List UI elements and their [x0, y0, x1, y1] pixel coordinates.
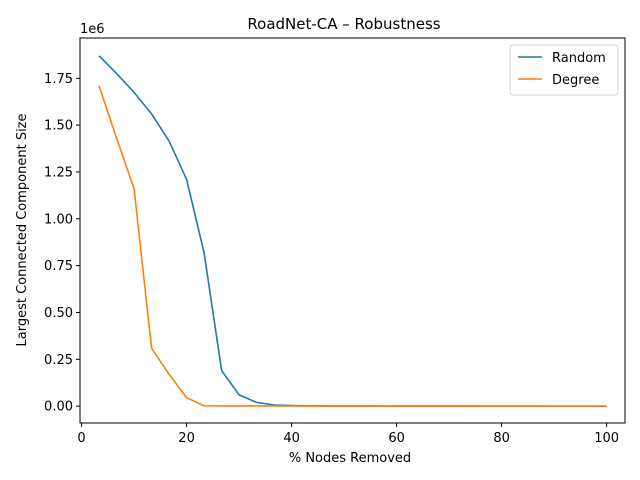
chart-title: RoadNet-CA – Robustness [247, 15, 440, 33]
x-tick-label: 20 [178, 431, 195, 446]
x-tick-label: 60 [388, 431, 405, 446]
legend: Random Degree [509, 44, 619, 96]
y-tick-label: 1.75 [44, 72, 73, 87]
series-line-degree [98, 85, 607, 407]
y-tick-label: 0.75 [44, 259, 73, 274]
y-tick-label: 0.50 [44, 306, 73, 321]
legend-label: Degree [552, 73, 599, 88]
x-tick-label: 40 [283, 431, 300, 446]
y-axis-label: Largest Connected Component Size [15, 113, 30, 346]
x-tick-label: 0 [77, 431, 85, 446]
legend-label: Random [552, 51, 606, 66]
y-tick-label: 1.50 [44, 119, 73, 134]
y-tick-label: 0.25 [44, 353, 73, 368]
y-axis: 0.00 0.25 0.50 0.75 1.00 1.25 1.50 1.75 [44, 72, 80, 415]
series-line-random [98, 55, 607, 407]
x-axis-label: % Nodes Removed [289, 451, 411, 466]
x-axis: 0 20 40 60 80 100 [77, 423, 619, 446]
x-tick-label: 80 [493, 431, 510, 446]
y-tick-label: 1.00 [44, 212, 73, 227]
plot-frame [79, 37, 626, 424]
series-lines [98, 55, 607, 407]
y-tick-label: 0.00 [44, 400, 73, 415]
x-tick-label: 100 [594, 431, 619, 446]
y-scale-label: 1e6 [80, 22, 105, 37]
y-tick-label: 1.25 [44, 165, 73, 180]
